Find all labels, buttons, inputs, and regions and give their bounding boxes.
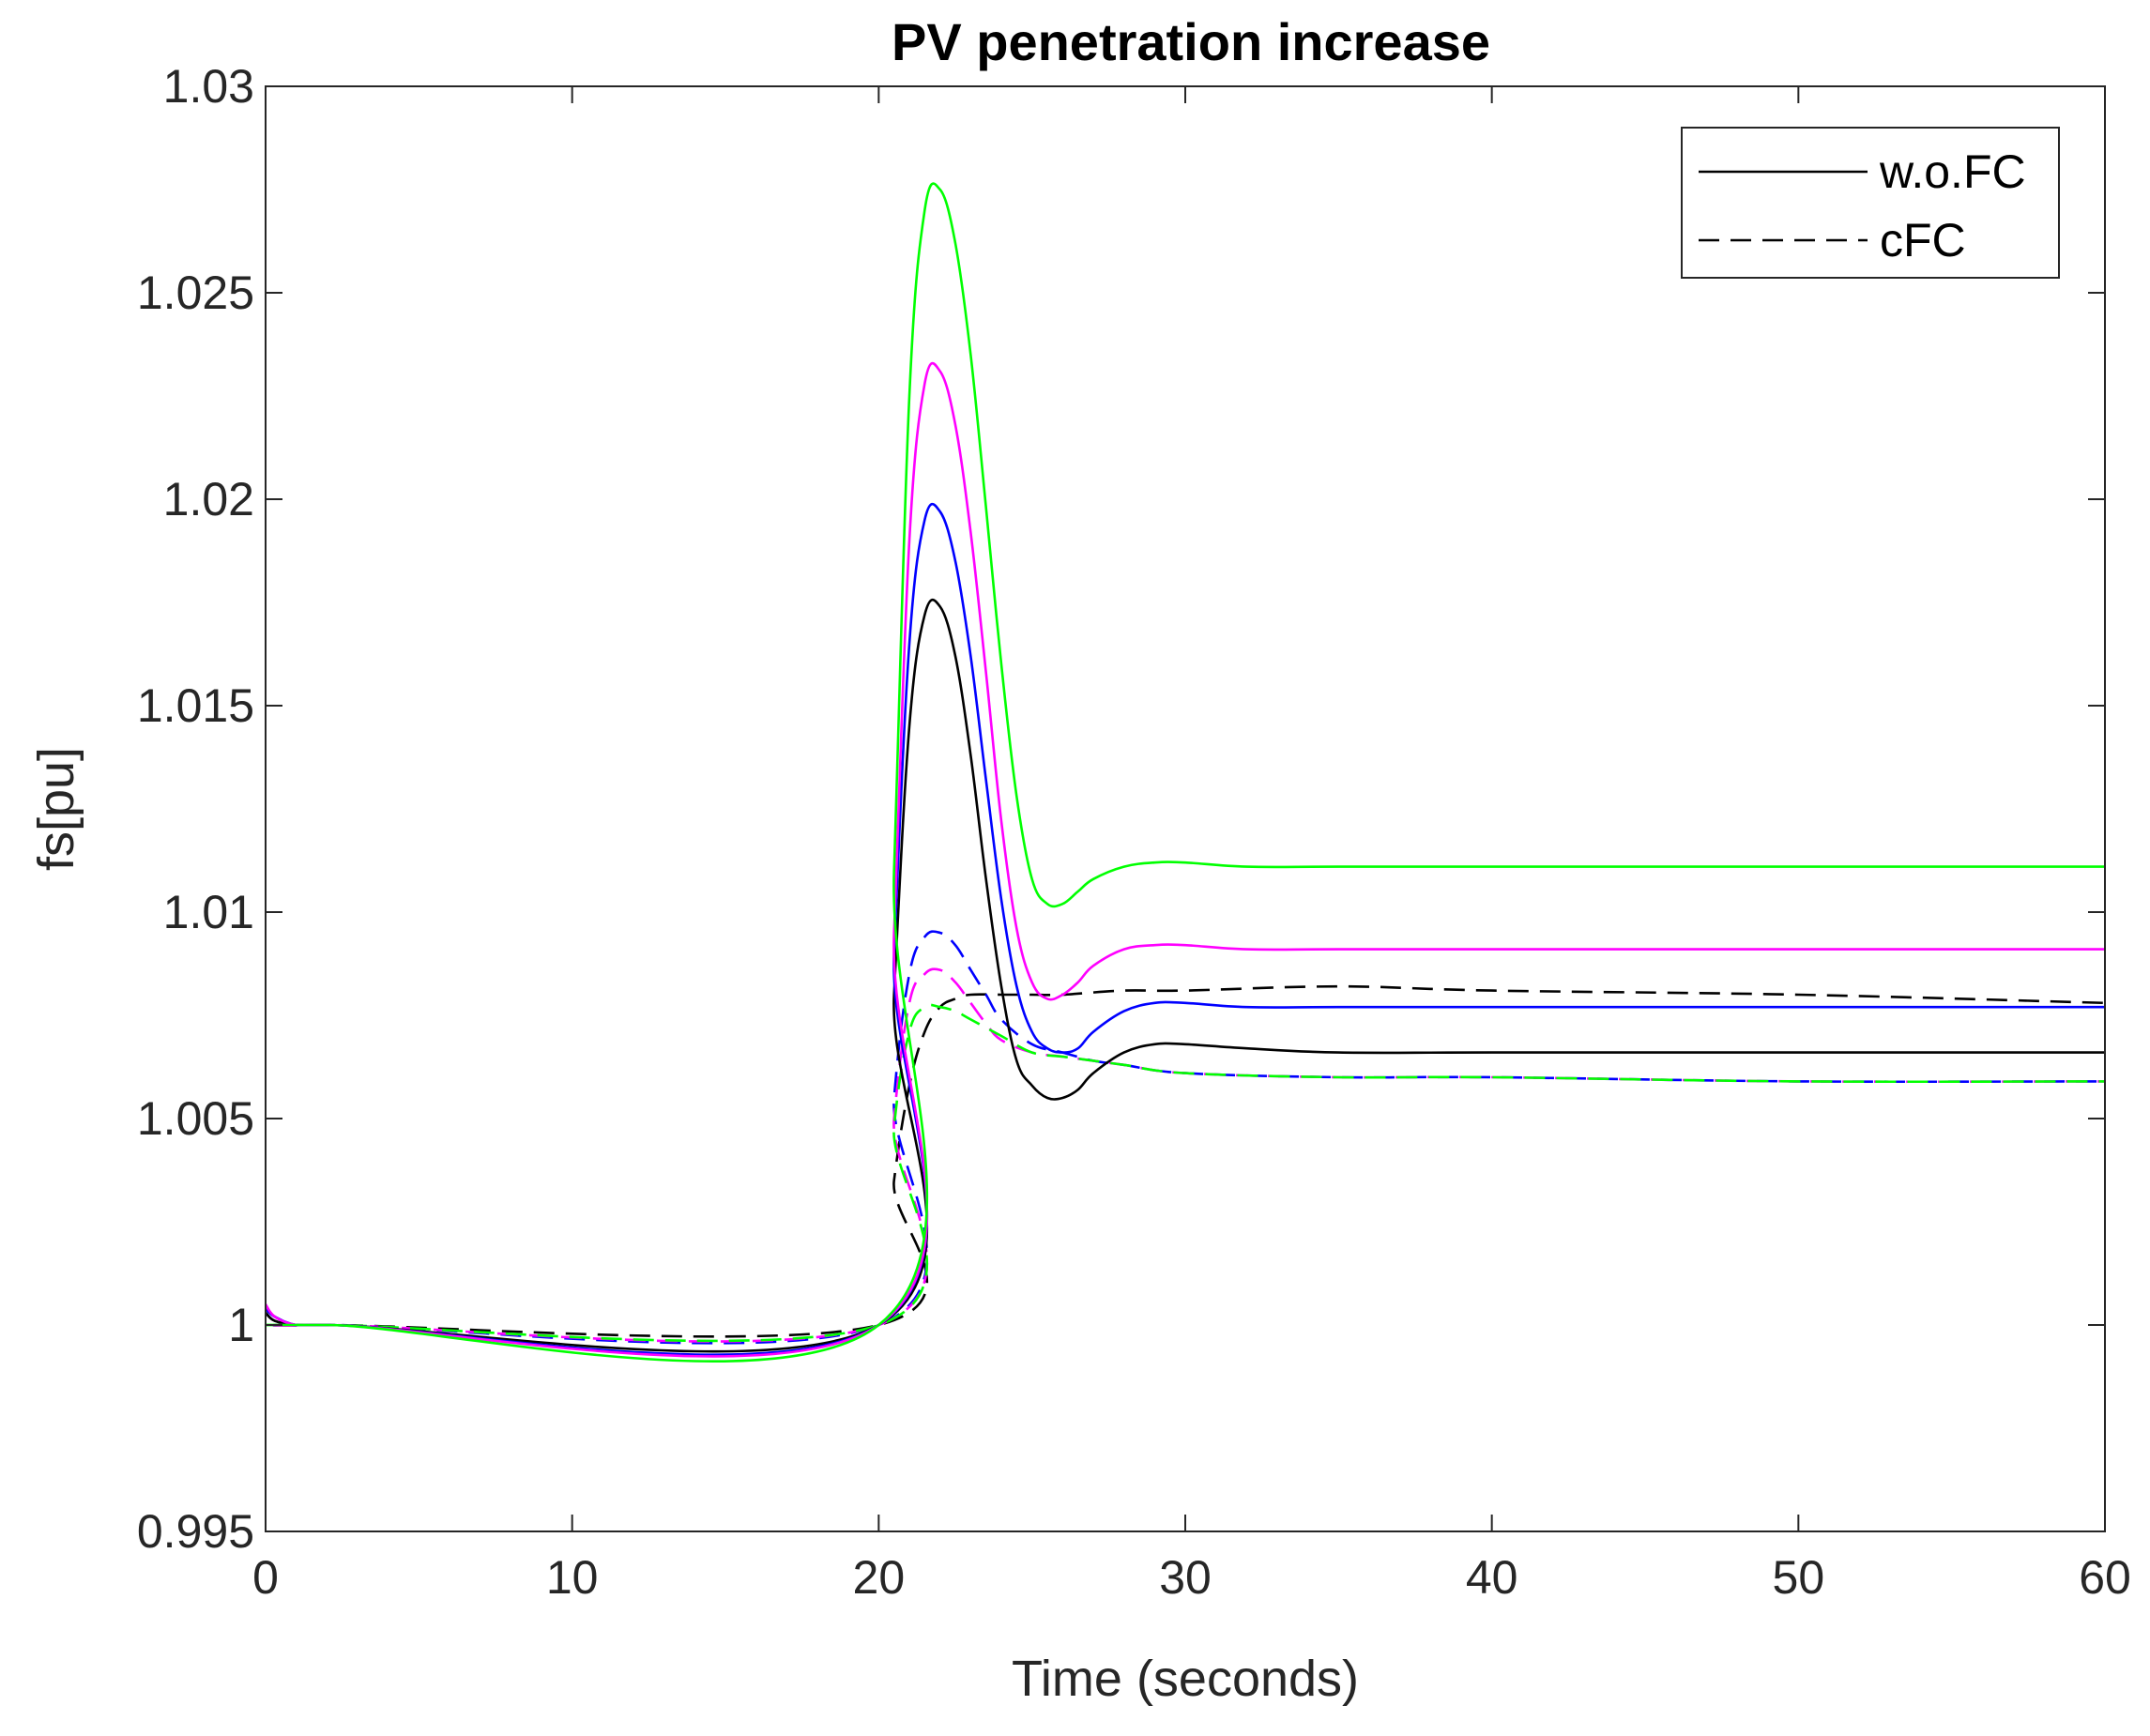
y-tick-label: 1.03	[163, 60, 254, 113]
y-tick-label: 1.015	[137, 679, 254, 732]
y-tick-label: 1.025	[137, 266, 254, 319]
series-line-w-o-fc-magenta	[266, 361, 2105, 1358]
plot-area-frame	[265, 85, 2106, 1532]
legend-label-solid: w.o.FC	[1879, 145, 2026, 198]
y-tick-label: 1.005	[137, 1092, 254, 1145]
legend-label-dashed: cFC	[1880, 214, 1966, 266]
series-line-w-o-fc-green	[266, 182, 2105, 1363]
y-axis-title: fs[pu]	[28, 747, 84, 871]
x-tick-label: 0	[252, 1551, 279, 1604]
x-axis: 0 10 20 30 40 50 60	[252, 86, 2131, 1604]
series-line-w-o-fc-black	[266, 598, 2105, 1353]
y-tick-label: 0.995	[137, 1505, 254, 1558]
y-axis: 0.995 1 1.005 1.01 1.015 1.02 1.025 1.03	[137, 60, 2105, 1558]
series-line-cfc-blue	[266, 930, 2105, 1345]
series-line-cfc-magenta	[266, 967, 2105, 1343]
x-tick-label: 60	[2079, 1551, 2131, 1604]
y-tick-label: 1	[228, 1299, 254, 1351]
x-axis-title: Time (seconds)	[1012, 1651, 1359, 1707]
legend-box	[1681, 127, 2060, 279]
series-layer	[266, 182, 2105, 1363]
series-line-cfc-green	[266, 1003, 2105, 1343]
series-line-w-o-fc-blue	[266, 502, 2105, 1356]
chart-title: PV penetration increase	[892, 12, 1490, 71]
series-line-cfc-black	[266, 984, 2105, 1338]
x-tick-label: 50	[1773, 1551, 1825, 1604]
x-tick-label: 20	[853, 1551, 906, 1604]
x-tick-label: 30	[1159, 1551, 1212, 1604]
x-tick-label: 10	[546, 1551, 599, 1604]
x-tick-label: 40	[1466, 1551, 1518, 1604]
legend: w.o.FC cFC	[1681, 127, 2060, 279]
y-tick-label: 1.01	[163, 886, 254, 938]
y-tick-label: 1.02	[163, 473, 254, 525]
